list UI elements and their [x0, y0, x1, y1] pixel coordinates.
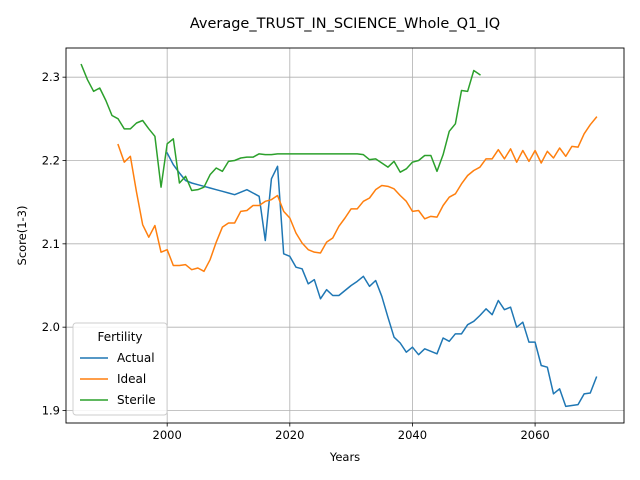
legend-label: Actual [117, 351, 155, 365]
chart-title: Average_TRUST_IN_SCIENCE_Whole_Q1_IQ [190, 16, 500, 32]
y-tick-label: 2.2 [42, 154, 60, 168]
legend-entry-actual: Actual [80, 351, 155, 365]
legend-label: Sterile [117, 393, 156, 407]
series-line-actual [166, 151, 598, 408]
x-tick-label: 2000 [153, 428, 182, 442]
legend: Fertility Actual Ideal Sterile [72, 322, 168, 416]
y-tick-label: 2.0 [42, 320, 60, 334]
legend-label: Ideal [117, 372, 146, 386]
series-line-sterile [80, 63, 481, 192]
legend-title: Fertility [97, 330, 142, 344]
plot-frame [65, 47, 625, 424]
y-tick-label: 1.9 [42, 404, 60, 418]
series-layer [80, 63, 598, 408]
legend-entry-sterile: Sterile [80, 393, 156, 407]
x-axis-label: Years [329, 450, 360, 464]
grid [66, 48, 624, 423]
x-axis: 2000 2020 2040 2060 [153, 423, 550, 442]
y-tick-label: 2.1 [42, 237, 60, 251]
legend-box [72, 322, 168, 416]
y-axis-label: Score(1-3) [15, 206, 29, 266]
x-tick-label: 2060 [520, 428, 549, 442]
legend-entry-ideal: Ideal [80, 372, 146, 386]
x-tick-label: 2020 [275, 428, 304, 442]
y-axis: 1.9 2.0 2.1 2.2 2.3 [42, 70, 66, 418]
y-tick-label: 2.3 [42, 70, 60, 84]
series-line-ideal [117, 116, 598, 273]
x-tick-label: 2040 [398, 428, 427, 442]
